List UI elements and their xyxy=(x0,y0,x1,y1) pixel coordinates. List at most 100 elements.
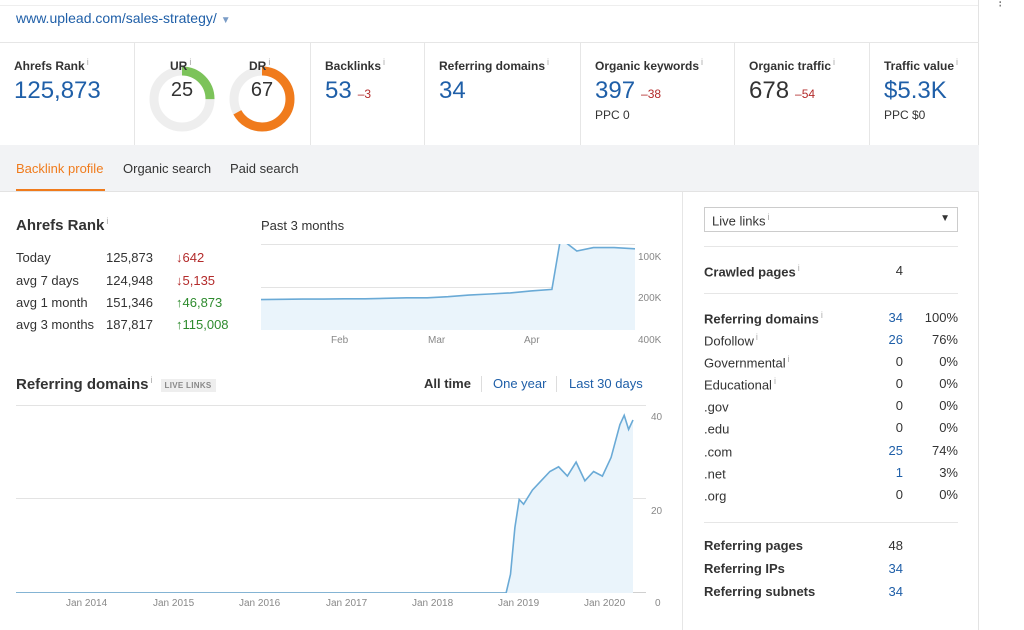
rank-row-label: Today xyxy=(16,250,51,265)
row-percent: 0% xyxy=(939,420,958,435)
dr-value[interactable]: 67 xyxy=(250,79,274,101)
row-label: Educational xyxy=(704,377,772,393)
rank-row-label: avg 3 months xyxy=(16,317,95,332)
referring-domains-chart xyxy=(16,405,646,593)
tab-backlink-profile[interactable]: Backlink profile xyxy=(16,161,104,176)
chevron-down-icon[interactable]: ▼ xyxy=(940,213,950,224)
info-icon[interactable]: i xyxy=(86,57,89,67)
row-value[interactable]: 34 xyxy=(888,584,903,599)
rd-y-tick: 0 xyxy=(655,598,661,609)
divider xyxy=(704,293,958,294)
row-value: 0 xyxy=(895,420,903,435)
rank-x-tick: Feb xyxy=(331,335,349,346)
rd-x-tick: Jan 2014 xyxy=(66,598,108,609)
rank-x-tick: Apr xyxy=(524,335,540,346)
metric-value[interactable]: $5.3K xyxy=(884,77,947,104)
metric-label: Backlinks xyxy=(325,59,382,73)
dr-gauge xyxy=(229,66,295,132)
stat-row: Referring IPs 34 xyxy=(704,561,958,579)
row-label: .org xyxy=(704,488,727,504)
info-icon[interactable]: i xyxy=(797,263,800,273)
metric-value[interactable]: 678 xyxy=(749,77,790,104)
info-icon[interactable]: i xyxy=(767,212,770,222)
metric-label: Organic keywords xyxy=(595,59,700,73)
info-icon[interactable]: i xyxy=(773,376,776,386)
row-value[interactable]: 34 xyxy=(888,310,903,325)
metric-label: Ahrefs Rank xyxy=(14,59,85,73)
tab-organic-search[interactable]: Organic search xyxy=(123,161,212,176)
metric-value[interactable]: 34 xyxy=(439,77,466,104)
divider xyxy=(704,522,958,523)
range-all-time[interactable]: All time xyxy=(424,376,471,391)
chevron-down-icon[interactable]: ▼ xyxy=(220,15,231,26)
section-title-text: Referring domains xyxy=(16,376,149,393)
info-icon[interactable]: i xyxy=(755,332,758,342)
row-percent: 3% xyxy=(939,465,958,480)
target-url[interactable]: www.uplead.com/sales-strategy/▼ xyxy=(16,10,231,26)
row-label: Referring IPs xyxy=(704,561,785,576)
rd-area xyxy=(16,415,633,593)
info-icon[interactable]: i xyxy=(547,57,550,67)
stat-row: Educational i 0 0% xyxy=(704,376,958,394)
metric-value[interactable]: 397 xyxy=(595,77,636,104)
metric-organic-traffic: Organic traffic i 678 –54 xyxy=(735,43,870,145)
rd-x-tick: Jan 2020 xyxy=(584,598,626,609)
stat-row: .com 25 74% xyxy=(704,443,958,461)
metric-sub: PPC 0 xyxy=(595,108,630,122)
row-value[interactable]: 25 xyxy=(888,443,903,458)
stat-row: Dofollow i 26 76% xyxy=(704,332,958,350)
metric-label: Traffic value xyxy=(884,59,955,73)
ur-gauge xyxy=(149,66,215,132)
row-value: 0 xyxy=(895,354,903,369)
rank-period-label: Past 3 months xyxy=(261,218,345,233)
row-label: Referring subnets xyxy=(704,584,816,599)
info-icon[interactable]: i xyxy=(106,216,109,226)
stat-row: .edu 0 0% xyxy=(704,420,958,438)
row-value[interactable]: 1 xyxy=(895,465,903,480)
info-icon[interactable]: i xyxy=(150,375,153,385)
row-value: 0 xyxy=(895,398,903,413)
metric-ahrefs-rank: Ahrefs Rank i 125,873 xyxy=(0,43,135,145)
metric-traffic-value: Traffic value i $5.3K PPC $0 xyxy=(870,43,979,145)
ur-value[interactable]: 25 xyxy=(170,79,194,101)
tab-paid-search[interactable]: Paid search xyxy=(230,161,299,176)
range-separator xyxy=(481,376,482,392)
info-icon[interactable]: i xyxy=(701,57,704,67)
info-icon[interactable]: i xyxy=(833,57,836,67)
row-label: .edu xyxy=(704,421,730,437)
more-options-icon[interactable]: ⁝ xyxy=(998,0,1003,10)
ahrefs-rank-section-title: Ahrefs Rank i xyxy=(16,216,108,234)
info-icon[interactable]: i xyxy=(820,310,823,320)
info-icon[interactable]: i xyxy=(189,57,192,67)
rank-row-change: ↓642 xyxy=(176,250,205,265)
rd-x-tick: Jan 2018 xyxy=(412,598,454,609)
live-links-dropdown[interactable]: Live links i ▼ xyxy=(704,207,958,232)
rank-y-tick: 200K xyxy=(638,293,662,304)
metric-value[interactable]: 53 xyxy=(325,77,352,104)
rank-row-change: ↑115,008 xyxy=(176,317,229,332)
right-gutter xyxy=(978,0,1024,630)
info-icon[interactable]: i xyxy=(956,57,959,67)
referring-domains-section-title: Referring domains i LIVE LINKS xyxy=(16,375,216,393)
row-value: 4 xyxy=(895,263,903,278)
rank-row-change: ↓5,135 xyxy=(176,273,216,288)
stat-row: Referring subnets 34 xyxy=(704,584,958,602)
top-border xyxy=(0,0,980,6)
rd-line xyxy=(16,413,634,593)
row-label: Referring domains xyxy=(704,311,819,327)
info-icon[interactable]: i xyxy=(268,57,271,67)
row-label: Crawled pages xyxy=(704,264,796,280)
row-label: .net xyxy=(704,466,726,482)
range-one-year[interactable]: One year xyxy=(493,376,547,391)
info-icon[interactable]: i xyxy=(383,57,386,67)
metric-value[interactable]: 125,873 xyxy=(14,77,101,104)
metric-delta: –54 xyxy=(795,87,816,101)
rank-area xyxy=(261,244,635,330)
range-last-30-days[interactable]: Last 30 days xyxy=(569,376,643,391)
rank-row-value: 125,873 xyxy=(106,250,153,265)
rank-row-label: avg 1 month xyxy=(16,295,88,310)
target-url-text[interactable]: www.uplead.com/sales-strategy/ xyxy=(16,10,217,26)
info-icon[interactable]: i xyxy=(787,354,790,364)
row-value[interactable]: 34 xyxy=(888,561,903,576)
row-value[interactable]: 26 xyxy=(888,332,903,347)
